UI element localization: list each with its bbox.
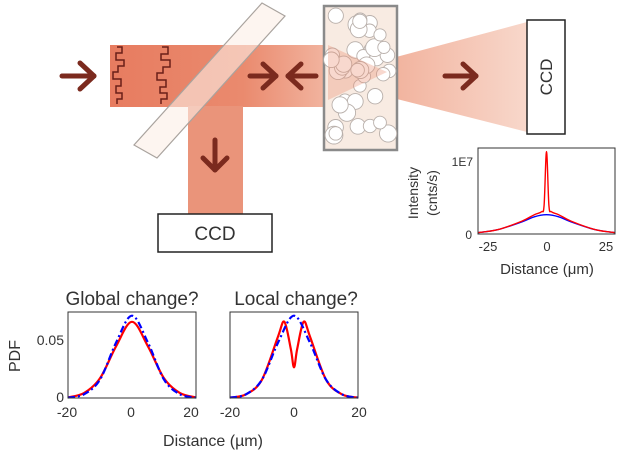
optical-setup: CCD CCD (59, 2, 566, 253)
local-title: Local change? (234, 289, 358, 310)
scattering-sample (322, 4, 399, 152)
ccd-right: CCD (526, 19, 566, 135)
global-title: Global change? (65, 289, 198, 310)
inset-series-red (477, 150, 616, 234)
right-xtick-3: 20 (351, 404, 367, 420)
inset-xtick-left: -25 (479, 239, 498, 254)
particle (350, 62, 365, 78)
inset-intensity-plot: Intensity (cnts/s) 1E7 0 -25 0 25 Distan… (405, 147, 616, 278)
ccd-bottom: CCD (157, 213, 273, 253)
right-xtick-1: -20 (220, 404, 240, 420)
local-series-blue (229, 314, 359, 399)
local-plot-frame (229, 311, 359, 399)
pdf-ytick-0: 0 (56, 389, 64, 405)
inset-xtick-right: 25 (599, 239, 613, 254)
local-series-red (229, 320, 359, 399)
particle (377, 40, 391, 54)
particle (327, 7, 344, 24)
beam-splitter (133, 2, 286, 159)
backward-arrow-icon (285, 61, 319, 91)
pdf-plots: Global change? Local change? PDF 0.05 0 … (7, 289, 367, 450)
particle (366, 88, 384, 105)
inset-ytick-top: 1E7 (452, 155, 474, 169)
left-xtick-2: 0 (127, 404, 135, 420)
wavefront-mask-2 (156, 46, 171, 104)
particle (352, 13, 368, 29)
input-arrow-icon (59, 60, 97, 92)
global-series-red (67, 320, 197, 399)
particle (373, 115, 387, 130)
particle (379, 124, 398, 143)
left-xtick-1: -20 (57, 404, 77, 420)
ccd-right-label: CCD (537, 59, 556, 96)
pdf-ytick-005: 0.05 (37, 332, 64, 348)
forward-arrow-icon (247, 61, 279, 91)
particle (328, 126, 343, 141)
global-series-blue (67, 314, 197, 399)
right-xtick-2: 0 (290, 404, 298, 420)
particle (373, 28, 387, 42)
inset-ytick-zero: 0 (465, 228, 472, 242)
particle (323, 51, 340, 69)
wavefront-mask-1 (112, 46, 125, 104)
particle (376, 67, 391, 82)
pdf-xlabel: Distance (µm) (163, 433, 263, 450)
left-xtick-3: 20 (183, 404, 199, 420)
ccd-bottom-label: CCD (194, 224, 235, 245)
inset-xlabel: Distance (μm) (500, 261, 594, 278)
transmitted-arrow-icon (442, 61, 479, 91)
global-plot-frame (67, 311, 197, 399)
pdf-ylabel: PDF (7, 340, 24, 372)
inset-xtick-mid: 0 (543, 239, 550, 254)
inset-frame (477, 147, 616, 235)
down-arrow-icon (200, 137, 230, 173)
inset-ylabel-line2: (cnts/s) (424, 170, 440, 216)
particle (331, 96, 349, 114)
inset-ylabel-line1: Intensity (405, 167, 421, 219)
